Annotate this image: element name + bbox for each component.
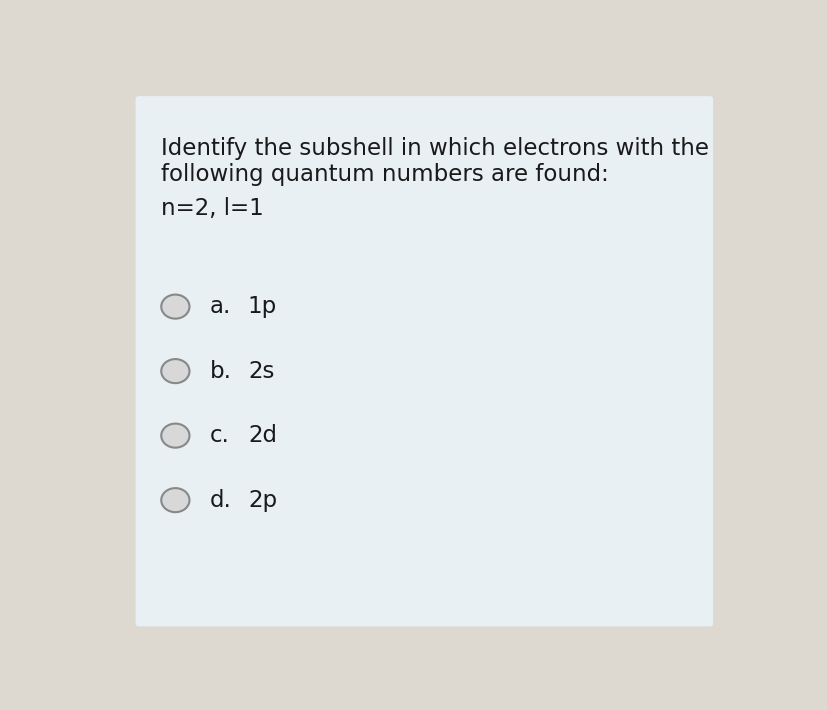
Text: 2d: 2d <box>247 424 276 447</box>
Text: n=2, l=1: n=2, l=1 <box>161 197 264 220</box>
Text: Identify the subshell in which electrons with the: Identify the subshell in which electrons… <box>161 137 709 160</box>
Circle shape <box>161 359 189 383</box>
Text: 2s: 2s <box>247 360 274 383</box>
Text: a.: a. <box>209 295 231 318</box>
Text: b.: b. <box>209 360 231 383</box>
FancyBboxPatch shape <box>136 96 712 626</box>
Circle shape <box>161 424 189 448</box>
Text: 1p: 1p <box>247 295 277 318</box>
Text: c.: c. <box>209 424 229 447</box>
Text: following quantum numbers are found:: following quantum numbers are found: <box>161 163 609 186</box>
Circle shape <box>161 295 189 319</box>
Circle shape <box>161 488 189 512</box>
Text: d.: d. <box>209 488 231 512</box>
Text: 2p: 2p <box>247 488 277 512</box>
